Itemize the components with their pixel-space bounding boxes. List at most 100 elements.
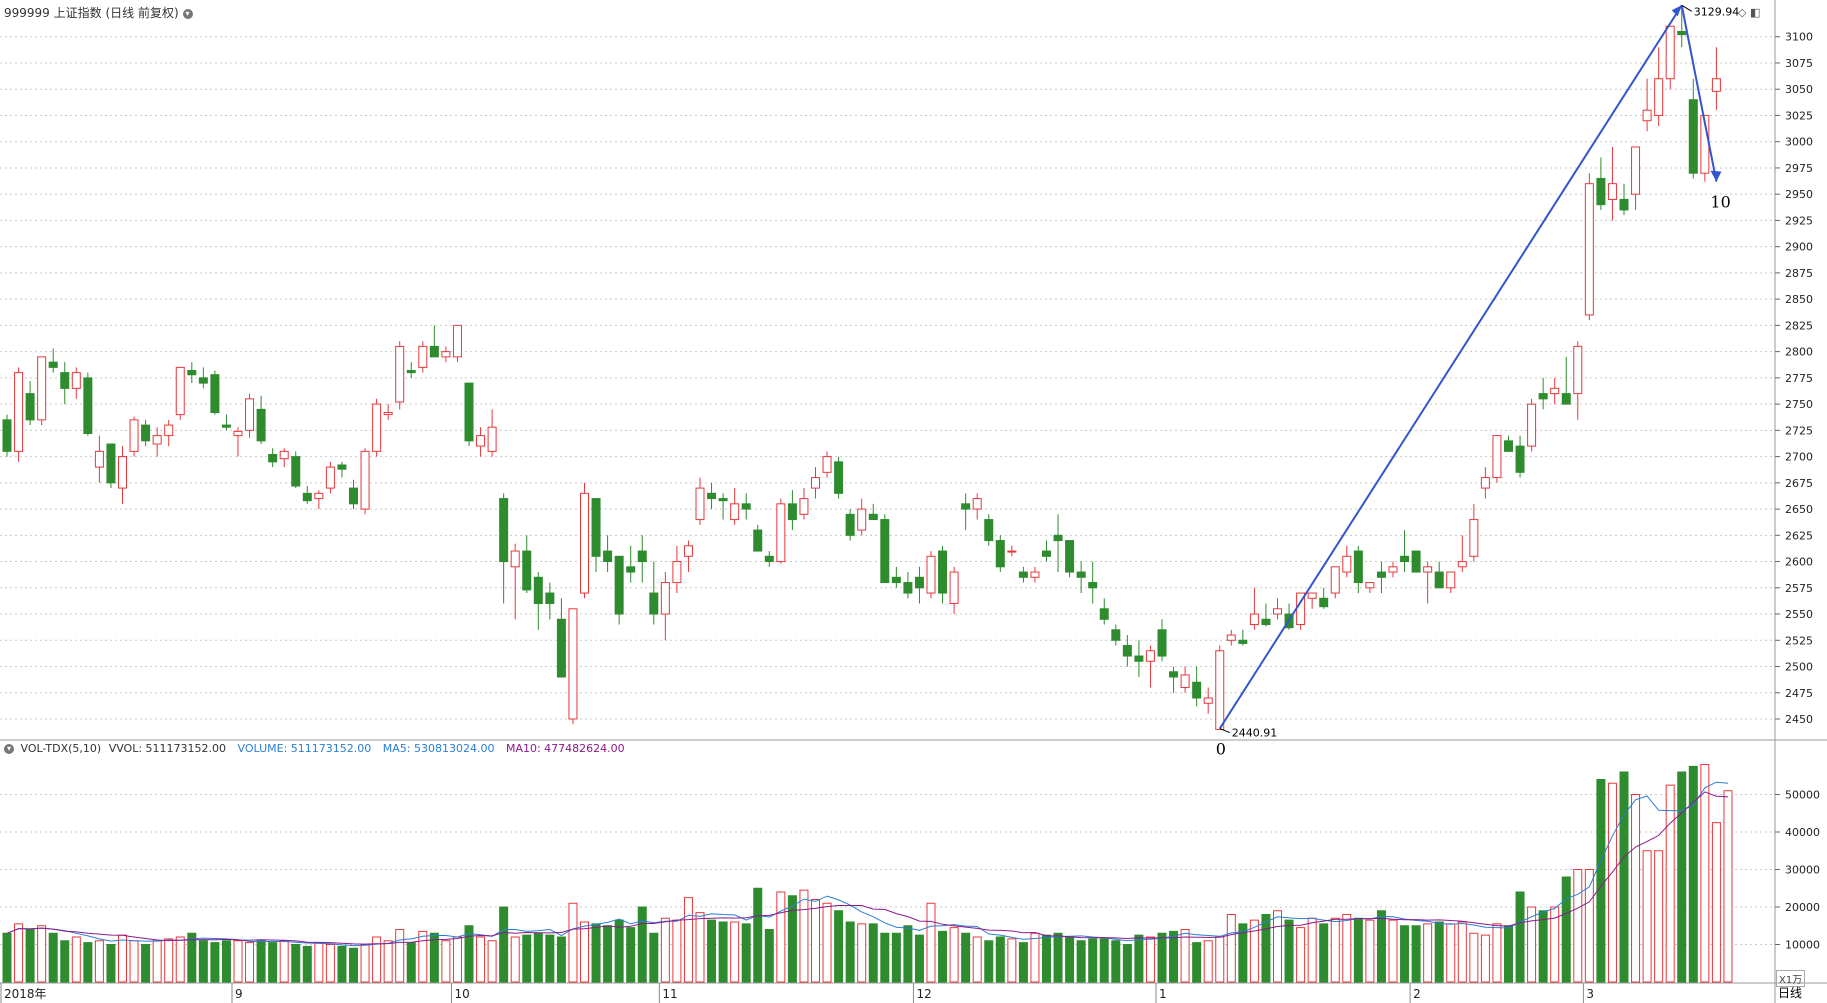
candle-body (1169, 671, 1179, 678)
volume-bar (776, 891, 786, 983)
volume-bar (164, 938, 174, 983)
volume-bar (660, 917, 670, 983)
candle-body (603, 550, 613, 563)
chevron-down-icon[interactable]: ▾ (4, 744, 14, 754)
volume-bar (961, 932, 971, 983)
volume-bar (129, 940, 139, 983)
volume-value: VOLUME: 511173152.00 (237, 742, 372, 755)
candle-body (857, 508, 867, 531)
volume-bar (94, 940, 104, 983)
price-tick-label: 2750 (1785, 398, 1813, 411)
candle-body (1330, 566, 1340, 594)
chevron-down-icon[interactable]: ▾ (182, 8, 193, 19)
panel-toggle-icon[interactable]: ◧ (1749, 6, 1761, 19)
volume-bar (418, 930, 428, 983)
volume-bar (245, 942, 255, 983)
volume-bar (741, 923, 751, 983)
candle-body (372, 403, 382, 452)
candle-body (441, 351, 451, 358)
symbol-code: 999999 (4, 6, 50, 20)
candle-body (1342, 555, 1352, 573)
volume-bar (1688, 765, 1698, 983)
candle-body (349, 487, 358, 505)
candle-body (1376, 571, 1386, 578)
volume-bar (614, 919, 624, 983)
candle-body (383, 412, 393, 416)
volume-bar (302, 945, 312, 983)
diamond-icon[interactable]: ◇ (1738, 6, 1747, 19)
candle-body (568, 608, 578, 720)
candle-body (741, 503, 751, 510)
candle-body (1446, 571, 1456, 589)
x-tick-label: 2018年 (4, 987, 47, 1001)
volume-bar (1654, 850, 1664, 983)
volume-bar (325, 944, 335, 983)
price-tick-label: 2500 (1785, 661, 1813, 674)
volume-bar (984, 940, 994, 983)
x-tick-label: 9 (235, 987, 243, 1001)
candle-body (1388, 566, 1398, 573)
x-tick-label: 3 (1586, 987, 1594, 1001)
candle-body (880, 519, 890, 584)
candle-body (198, 377, 208, 384)
volume-tick-label: 40000 (1785, 826, 1820, 839)
volume-bar (1180, 929, 1190, 983)
candle-body (1261, 618, 1271, 626)
volume-bar (360, 944, 370, 983)
candles-layer (2, 5, 1721, 731)
candle-body (1538, 393, 1548, 400)
wave-arrow-head (1671, 5, 1682, 17)
volume-bar (187, 932, 197, 983)
candle-body (395, 345, 405, 403)
price-tick-label: 2525 (1785, 634, 1813, 647)
volume-bar (395, 929, 405, 983)
candle-body (914, 576, 924, 589)
candle-body (637, 550, 647, 563)
volume-bar (452, 936, 462, 983)
candle-body (476, 435, 486, 447)
price-tick-label: 2800 (1785, 346, 1813, 359)
volume-bar (464, 925, 474, 983)
chart-title-bar: 999999 上证指数 (日线 前复权) ▾ (4, 4, 193, 21)
volume-bar (811, 899, 820, 983)
candle-body (406, 370, 416, 374)
candle-body (545, 592, 555, 605)
candle-body (152, 435, 162, 445)
candle-body (1480, 477, 1490, 489)
volume-bar (233, 940, 243, 983)
volume-bar (718, 921, 728, 983)
wave-line-down (1680, 5, 1718, 182)
index-name: 上证指数 (53, 6, 102, 20)
volume-bar (672, 919, 682, 983)
candle-body (1688, 99, 1698, 174)
volume-bar (291, 944, 301, 983)
candle-body (972, 498, 982, 510)
volume-bar (1134, 934, 1144, 983)
candle-body (1157, 629, 1167, 657)
volume-bar (556, 936, 566, 983)
volume-bar (349, 947, 358, 983)
volume-bar (995, 936, 1005, 983)
candle-body (730, 503, 740, 521)
candle-body (94, 450, 104, 468)
volume-bar (1561, 876, 1571, 983)
candle-body (60, 372, 70, 389)
volume-bar (1018, 942, 1028, 983)
candle-body (580, 492, 589, 594)
price-tick-label: 2725 (1785, 424, 1813, 437)
volume-bar (510, 936, 520, 983)
vvol-value: VVOL: 511173152.00 (108, 742, 227, 755)
candle-body (429, 345, 439, 358)
candle-body (1469, 519, 1479, 557)
period-label[interactable]: 日线 (1778, 986, 1803, 1000)
candle-body (1527, 403, 1537, 447)
candle-body (1065, 540, 1075, 573)
volume-bar (1284, 919, 1294, 983)
volume-bar (221, 940, 231, 983)
volume-bar (799, 889, 809, 983)
candle-body (1030, 571, 1040, 578)
volume-bar (1573, 869, 1583, 983)
volume-bar (1319, 923, 1329, 983)
